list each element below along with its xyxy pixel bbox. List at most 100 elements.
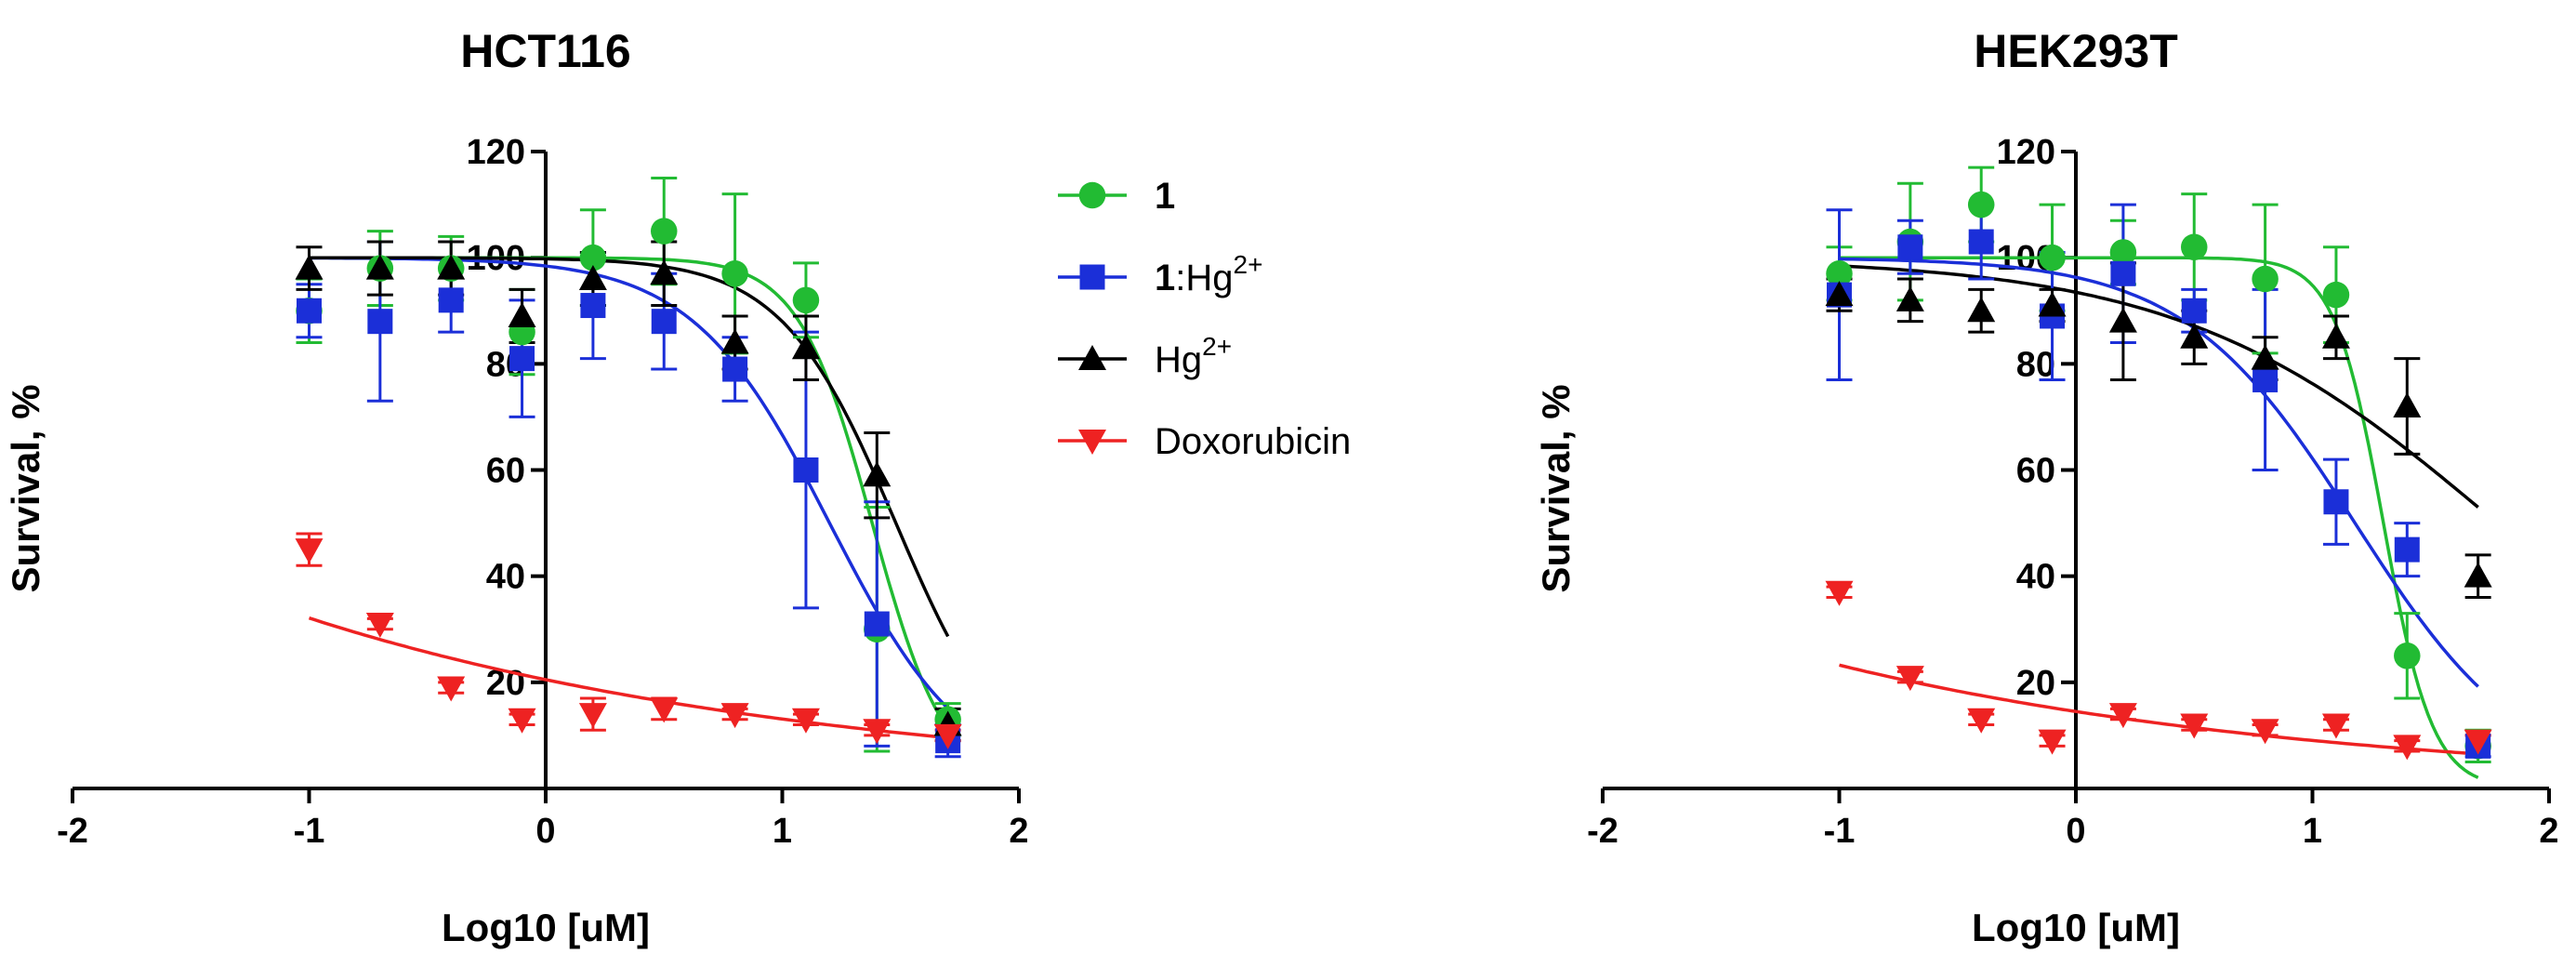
- legend-marker: [1079, 264, 1105, 290]
- data-point-1-hg2-: [2394, 536, 2420, 563]
- data-point-doxorubicin: [791, 708, 820, 734]
- fit-curve-1-hg2-: [309, 256, 949, 710]
- x-axis-label: Log10 [uM]: [442, 906, 650, 949]
- fit-curve-1: [309, 256, 950, 730]
- data-point-1: [579, 244, 607, 271]
- data-point-doxorubicin: [863, 719, 892, 745]
- y-tick-label: 40: [2016, 558, 2055, 597]
- data-point-1: [2394, 642, 2421, 669]
- legend-item: Hg2+: [1058, 332, 1232, 380]
- legend-label-main: Doxorubicin: [1155, 421, 1351, 462]
- data-point-doxorubicin: [508, 708, 536, 734]
- y-tick-label: 120: [1997, 133, 2055, 172]
- y-tick-label: 20: [2016, 664, 2055, 703]
- chart-title: HCT116: [460, 25, 630, 77]
- legend-item: 1:Hg2+: [1058, 250, 1262, 298]
- legend-label-sup: 2+: [1202, 332, 1232, 361]
- data-point-hg2-: [295, 254, 324, 280]
- data-point-doxorubicin: [2108, 703, 2137, 729]
- data-point-hg2-: [2321, 323, 2350, 349]
- x-tick-label: -1: [294, 812, 325, 851]
- x-tick-label: 0: [535, 812, 555, 851]
- x-tick-label: 1: [2303, 812, 2322, 851]
- data-point-hg2-: [2038, 291, 2067, 317]
- data-point-1-hg2-: [509, 346, 535, 372]
- data-point-doxorubicin: [1967, 708, 1996, 734]
- data-point-doxorubicin: [1896, 666, 1924, 692]
- data-point-1-hg2-: [1897, 234, 1923, 260]
- fit-curve-1: [1839, 256, 2479, 779]
- legend-item: Doxorubicin: [1058, 421, 1351, 462]
- legend-marker: [1078, 181, 1106, 209]
- data-point-1-hg2-: [438, 287, 464, 313]
- data-point-1-hg2-: [1968, 229, 1994, 255]
- data-point-1-hg2-: [2252, 366, 2279, 392]
- data-point-1-hg2-: [793, 457, 819, 483]
- fit-curve-doxorubicin: [308, 616, 948, 740]
- data-point-doxorubicin: [1825, 580, 1854, 606]
- data-point-hg2-: [1967, 297, 1996, 323]
- data-point-doxorubicin: [2180, 713, 2209, 739]
- x-axis-label: Log10 [uM]: [1972, 906, 2180, 949]
- data-point-1: [651, 218, 678, 245]
- data-point-doxorubicin: [2393, 735, 2422, 761]
- data-point-1-hg2-: [722, 356, 748, 382]
- data-point-hg2-: [791, 334, 820, 360]
- data-point-hg2-: [578, 265, 607, 290]
- x-tick-label: -1: [1824, 812, 1856, 851]
- data-point-1: [792, 286, 820, 314]
- legend-label-bold: 1: [1155, 258, 1175, 298]
- data-point-1: [2322, 281, 2350, 309]
- data-point-hg2-: [650, 259, 679, 285]
- x-tick-label: -2: [57, 812, 88, 851]
- data-point-hg2-: [863, 461, 892, 487]
- data-point-1-hg2-: [651, 309, 677, 335]
- legend-label-suffix: Hg: [1155, 339, 1202, 380]
- data-point-1: [721, 260, 748, 287]
- y-tick-label: 80: [2016, 345, 2055, 384]
- data-point-doxorubicin: [295, 538, 324, 564]
- data-point-1-hg2-: [297, 298, 322, 324]
- data-point-hg2-: [508, 301, 536, 327]
- y-tick-label: 40: [486, 558, 525, 597]
- legend: 11:Hg2+Hg2+Doxorubicin: [1058, 176, 1351, 462]
- data-point-hg2-: [2251, 344, 2279, 370]
- data-point-doxorubicin: [720, 703, 749, 729]
- data-point-hg2-: [1825, 281, 1854, 307]
- y-tick-label: 120: [467, 133, 525, 172]
- data-point-1: [2181, 233, 2208, 260]
- data-point-1-hg2-: [2110, 260, 2136, 286]
- legend-marker: [1078, 430, 1106, 455]
- chart-title: HEK293T: [1974, 25, 2178, 77]
- data-point-doxorubicin: [2251, 719, 2279, 745]
- data-point-hg2-: [2108, 307, 2137, 333]
- legend-label: 1: [1155, 176, 1175, 217]
- data-point-1: [1826, 260, 1853, 287]
- data-point-1-hg2-: [2323, 489, 2349, 515]
- y-tick-label: 60: [486, 452, 525, 491]
- data-point-doxorubicin: [2464, 729, 2492, 755]
- data-point-doxorubicin: [933, 723, 962, 749]
- data-point-1-hg2-: [367, 309, 393, 335]
- y-tick-label: 60: [2016, 452, 2055, 491]
- data-point-1-hg2-: [580, 293, 606, 319]
- data-point-hg2-: [2464, 562, 2492, 588]
- x-tick-label: 2: [2539, 812, 2558, 851]
- legend-item: 1: [1058, 176, 1175, 217]
- data-point-hg2-: [720, 328, 749, 354]
- data-point-hg2-: [437, 254, 466, 280]
- data-point-1: [2252, 265, 2279, 293]
- data-point-doxorubicin: [2321, 713, 2350, 739]
- x-tick-label: 2: [1009, 812, 1028, 851]
- fit-curve-hg2-: [309, 256, 950, 638]
- data-point-hg2-: [1896, 285, 1924, 311]
- data-point-hg2-: [365, 254, 394, 280]
- data-point-doxorubicin: [365, 613, 394, 639]
- data-point-1: [1967, 191, 1995, 219]
- data-point-doxorubicin: [578, 703, 607, 729]
- y-axis-label: Survival, %: [4, 384, 47, 592]
- fit-curve-1-hg2-: [1839, 257, 2479, 688]
